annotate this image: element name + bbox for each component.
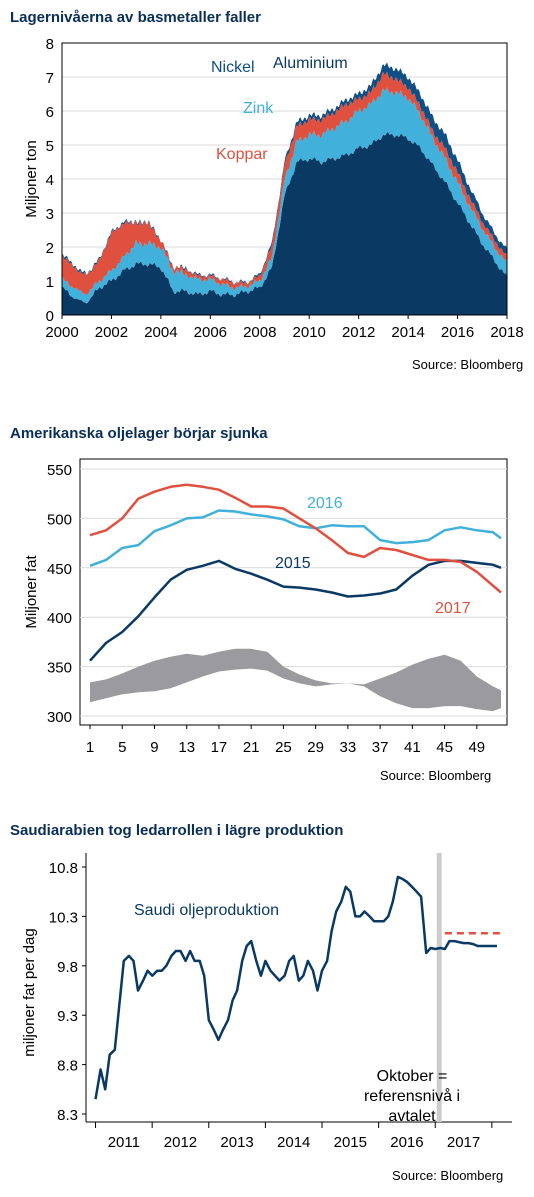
line-2017 (89, 483, 502, 594)
y-tick-label: 350 (47, 660, 72, 677)
chart2-source: Source: Bloomberg (380, 768, 492, 783)
x-tick-label: 29 (307, 739, 324, 756)
y-tick-label: 300 (47, 709, 72, 726)
chart1-source: Source: Bloomberg (412, 357, 524, 372)
y-tick-label: 10.8 (49, 860, 78, 877)
y-tick-label: 1 (46, 274, 54, 291)
series-label-saudi: Saudi oljeproduktion (134, 902, 279, 919)
y-axis-label: Miljoner fat (23, 554, 40, 628)
x-tick-label: 33 (340, 739, 357, 756)
plot-frame (61, 42, 508, 316)
series-label-koppar: Koppar (216, 146, 268, 163)
x-tick-label: 2000 (45, 324, 78, 341)
plot-frame (79, 458, 508, 726)
y-tick-label: 0 (46, 308, 54, 325)
line-2015 (89, 559, 502, 662)
y-tick-label: 400 (47, 610, 72, 627)
x-tick-label: 41 (404, 739, 421, 756)
chart3-source: Source: Bloomberg (392, 1168, 504, 1183)
series-label-nickel: Nickel (211, 59, 255, 76)
y-tick-label: 9.3 (57, 1008, 78, 1025)
area-zink (62, 87, 507, 304)
y-tick-label: 10.3 (49, 909, 78, 926)
x-tick-label: 2015 (334, 1134, 367, 1151)
x-tick-label: 2018 (490, 324, 523, 341)
y-tick-label: 500 (47, 511, 72, 528)
x-tick-label: 2008 (243, 324, 276, 341)
chart1-metal-stocks: 0 1 2 3 4 5 6 7 8 2000 2002 2004 2006 2008 2010 2012 201… (23, 36, 524, 341)
x-tick-label: 2014 (391, 324, 424, 341)
area-koppar (62, 71, 507, 295)
chart2-title: Amerikanska oljelager börjar sjunka (10, 425, 268, 442)
y-axis-label: Miljoner ton (23, 140, 40, 218)
x-tick-label: 2012 (164, 1134, 197, 1151)
y-tick-label: 7 (46, 70, 54, 87)
series-label-2017: 2017 (435, 600, 471, 617)
x-tick-label: 2010 (293, 324, 326, 341)
saudi-production-line (94, 875, 497, 1100)
x-tick-label: 2006 (194, 324, 227, 341)
chart2-oil-inventory: 300 350 400 450 500 550 1 5 9 13 17 21 25 29 33 37 41 45 4… (23, 458, 508, 756)
y-tick-label: 8 (46, 36, 54, 53)
x-tick-label: 2011 (108, 1134, 140, 1151)
series-label-2016: 2016 (307, 495, 343, 512)
x-tick-label: 2016 (390, 1134, 423, 1151)
annotation-line1: Oktober = (377, 1068, 448, 1085)
chart1-title: Lagernivåerna av basmetaller faller (10, 9, 261, 26)
x-tick-label: 13 (178, 739, 195, 756)
y-tick-label: 3 (46, 206, 54, 223)
x-tick-label: 5 (118, 739, 126, 756)
y-tick-label: 8.3 (57, 1107, 78, 1124)
x-tick-label: 25 (275, 739, 292, 756)
x-tick-label: 2002 (95, 324, 128, 341)
five-year-range-band (90, 648, 501, 712)
x-tick-label: 21 (243, 739, 260, 756)
y-tick-label: 2 (46, 240, 54, 257)
chart3-title: Saudiarabien tog ledarrollen i lägre pro… (10, 822, 344, 839)
x-tick-label: 2012 (342, 324, 375, 341)
x-tick-label: 49 (468, 739, 485, 756)
series-label-2015: 2015 (275, 555, 311, 572)
x-tick-label: 2004 (144, 324, 177, 341)
y-tick-label: 6 (46, 104, 54, 121)
series-label-aluminium: Aluminium (273, 55, 348, 72)
october-marker (436, 853, 442, 1122)
y-tick-label: 8.8 (57, 1058, 78, 1075)
series-label-zink: Zink (243, 100, 274, 117)
line-2016 (89, 509, 502, 567)
x-tick-label: 45 (436, 739, 453, 756)
y-tick-label: 550 (47, 462, 72, 479)
x-tick-label: 2014 (277, 1134, 310, 1151)
x-tick-label: 1 (86, 739, 94, 756)
x-tick-label: 2017 (447, 1134, 480, 1151)
y-tick-label: 9.8 (57, 959, 78, 976)
y-tick-label: 450 (47, 561, 72, 578)
y-tick-label: 4 (46, 172, 54, 189)
x-tick-label: 2013 (220, 1134, 253, 1151)
y-axis-label: miljoner fat per dag (21, 928, 38, 1056)
area-aluminium (62, 132, 507, 315)
x-tick-label: 37 (372, 739, 389, 756)
x-tick-label: 2016 (441, 324, 474, 341)
annotation-line2: referensnivå i (364, 1087, 460, 1105)
x-tick-label: 17 (211, 739, 228, 756)
x-tick-label: 9 (150, 739, 158, 756)
annotation-line3: avtalet (388, 1108, 436, 1125)
y-tick-label: 5 (46, 138, 54, 155)
